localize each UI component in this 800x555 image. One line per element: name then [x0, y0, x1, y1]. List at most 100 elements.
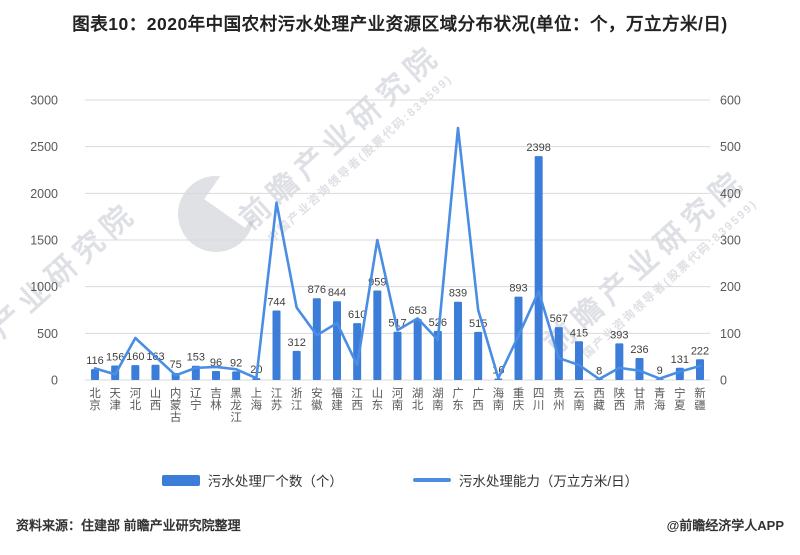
left-axis-tick-label: 500 — [37, 327, 58, 341]
bar-value-label: 8 — [596, 365, 602, 377]
x-axis-label: 内蒙古 — [170, 386, 182, 424]
x-axis-label: 宁夏 — [674, 386, 686, 412]
bar-value-label: 153 — [187, 352, 205, 364]
bar — [131, 365, 140, 380]
bar-value-label: 959 — [368, 276, 386, 288]
footer: 资料来源：住建部 前瞻产业研究院整理 @前瞻经济学人APP — [0, 515, 800, 534]
bar-value-label: 610 — [348, 309, 366, 321]
x-axis-label: 广东 — [452, 387, 464, 412]
x-axis-label: 安徽 — [311, 386, 323, 412]
right-axis-tick-label: 500 — [720, 140, 741, 154]
x-axis-label: 湖南 — [432, 386, 444, 412]
x-axis-label: 江苏 — [271, 387, 283, 412]
bar — [292, 350, 301, 380]
right-axis-tick-label: 400 — [720, 187, 741, 201]
right-axis-tick-label: 300 — [720, 234, 741, 248]
bar-value-label: 893 — [509, 283, 527, 295]
bar-value-label: 312 — [287, 337, 305, 349]
bar — [353, 323, 362, 380]
bar-value-label: 526 — [429, 317, 447, 329]
x-axis-label: 河北 — [130, 387, 142, 412]
x-axis-label: 重庆 — [513, 386, 525, 412]
bar-value-label: 236 — [630, 344, 648, 356]
x-axis-label: 新疆 — [694, 386, 706, 412]
x-axis-label: 青海 — [654, 387, 666, 412]
capacity-line — [93, 126, 702, 381]
x-axis-label: 贵州 — [553, 387, 565, 412]
bar — [212, 371, 220, 380]
bar-value-label: 92 — [230, 357, 242, 369]
x-axis-label: 云南 — [573, 388, 585, 412]
bar-value-label: 9 — [657, 365, 663, 377]
bar-series-swatch — [161, 474, 200, 486]
bar — [554, 327, 563, 380]
x-axis-label: 四川 — [533, 388, 545, 412]
x-axis-label: 辽宁 — [190, 387, 202, 412]
bar — [272, 310, 281, 380]
bar-value-label: 844 — [328, 287, 346, 299]
x-axis-label: 天津 — [109, 388, 121, 412]
bar — [393, 331, 402, 380]
x-axis-label: 上海 — [251, 387, 263, 412]
bar — [151, 364, 160, 380]
bar — [333, 301, 341, 380]
bar-value-label: 160 — [126, 351, 144, 363]
left-axis-tick-label: 1000 — [30, 280, 58, 294]
chart-legend: 污水处理厂个数（个） 污水处理能力（万立方米/日） — [0, 470, 800, 490]
bar-value-label: 75 — [170, 359, 182, 371]
bar-value-label: 393 — [610, 329, 628, 341]
x-axis-label: 北京 — [89, 387, 101, 412]
bar-series-label: 污水处理厂个数（个） — [207, 474, 343, 489]
bar-value-label: 415 — [570, 327, 588, 339]
bar — [91, 369, 99, 380]
bar-value-label: 131 — [671, 354, 689, 366]
bar — [474, 331, 483, 380]
x-axis-label: 广西 — [472, 387, 484, 412]
right-axis-tick-label: 100 — [720, 327, 741, 341]
right-axis-tick-label: 0 — [720, 374, 727, 388]
x-axis-label: 吉林 — [210, 387, 222, 412]
left-axis-tick-label: 2500 — [30, 140, 58, 154]
bar — [413, 319, 422, 380]
bar — [232, 371, 241, 380]
x-axis-label: 湖北 — [412, 386, 424, 412]
right-axis-tick-label: 600 — [720, 94, 741, 108]
bar — [615, 343, 624, 380]
bar — [696, 359, 704, 380]
bar-value-label: 116 — [86, 355, 104, 367]
bar — [534, 156, 543, 380]
x-axis-label: 浙江 — [291, 387, 303, 412]
x-axis-label: 山西 — [150, 387, 162, 412]
data-source-text: 资料来源：住建部 前瞻产业研究院整理 — [16, 518, 241, 533]
combo-chart: 3000250020001500100050006005004003002001… — [30, 94, 741, 425]
bar-value-label: 222 — [691, 345, 709, 357]
bar — [575, 341, 583, 380]
x-axis-label: 福建 — [331, 386, 343, 412]
legend-item-line: 污水处理能力（万立方米/日） — [412, 470, 639, 490]
bar-value-label: 839 — [449, 288, 467, 300]
x-axis-label: 黑龙江 — [230, 387, 242, 424]
bar — [373, 290, 382, 380]
left-axis-tick-label: 3000 — [30, 94, 58, 108]
x-axis-label: 河南 — [392, 387, 404, 412]
bar-value-label: 567 — [550, 313, 568, 325]
bar — [312, 298, 321, 380]
x-axis-label: 甘肃 — [634, 387, 646, 412]
bar — [635, 357, 644, 380]
bar-value-label: 653 — [408, 305, 426, 317]
right-axis-tick-label: 200 — [720, 280, 741, 294]
x-axis-label: 海南 — [493, 386, 505, 412]
line-series-label: 污水处理能力（万立方米/日） — [458, 474, 639, 489]
left-axis-tick-label: 1500 — [30, 234, 58, 248]
bar-value-label: 2398 — [526, 142, 550, 154]
chart-title: 图表10：2020年中国农村污水处理产业资源区域分布状况(单位：个，万立方米/日… — [72, 14, 728, 34]
credit-text: @前瞻经济学人APP — [666, 518, 784, 533]
bar-value-label: 876 — [308, 284, 326, 296]
x-axis-label: 山东 — [372, 387, 384, 412]
bar — [433, 330, 442, 380]
legend-item-bar: 污水处理厂个数（个） — [161, 470, 343, 490]
x-axis-label: 江西 — [351, 387, 363, 412]
line-series-swatch — [412, 478, 451, 482]
x-axis-label: 西藏 — [593, 388, 605, 412]
